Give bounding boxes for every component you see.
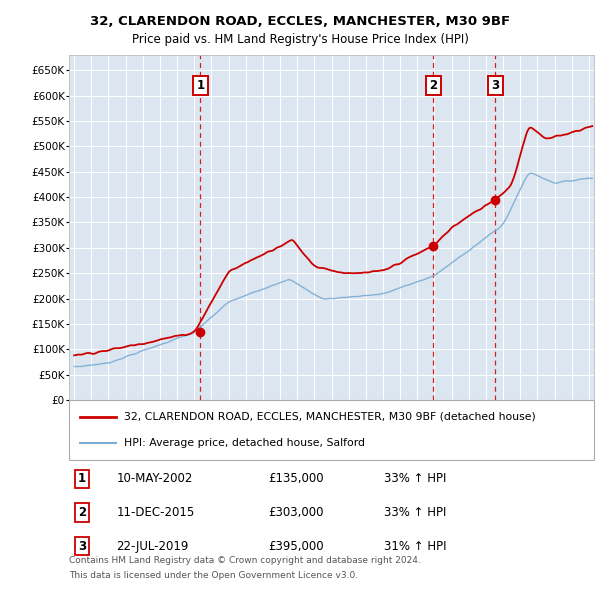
Text: 3: 3 bbox=[491, 79, 499, 92]
Text: 32, CLARENDON ROAD, ECCLES, MANCHESTER, M30 9BF (detached house): 32, CLARENDON ROAD, ECCLES, MANCHESTER, … bbox=[124, 412, 536, 422]
Text: Contains HM Land Registry data © Crown copyright and database right 2024.: Contains HM Land Registry data © Crown c… bbox=[69, 556, 421, 565]
FancyBboxPatch shape bbox=[69, 400, 594, 460]
Text: £135,000: £135,000 bbox=[269, 473, 324, 486]
Text: This data is licensed under the Open Government Licence v3.0.: This data is licensed under the Open Gov… bbox=[69, 571, 358, 580]
Text: Price paid vs. HM Land Registry's House Price Index (HPI): Price paid vs. HM Land Registry's House … bbox=[131, 33, 469, 46]
Text: 22-JUL-2019: 22-JUL-2019 bbox=[116, 540, 188, 553]
Text: 2: 2 bbox=[78, 506, 86, 519]
Text: 3: 3 bbox=[78, 540, 86, 553]
Text: 31% ↑ HPI: 31% ↑ HPI bbox=[384, 540, 446, 553]
Text: 1: 1 bbox=[78, 473, 86, 486]
Text: HPI: Average price, detached house, Salford: HPI: Average price, detached house, Salf… bbox=[124, 438, 365, 448]
Text: 1: 1 bbox=[196, 79, 205, 92]
Text: £303,000: £303,000 bbox=[269, 506, 324, 519]
Text: 33% ↑ HPI: 33% ↑ HPI bbox=[384, 506, 446, 519]
Text: 10-MAY-2002: 10-MAY-2002 bbox=[116, 473, 193, 486]
Text: £395,000: £395,000 bbox=[269, 540, 324, 553]
Text: 2: 2 bbox=[430, 79, 437, 92]
Text: 11-DEC-2015: 11-DEC-2015 bbox=[116, 506, 194, 519]
Text: 32, CLARENDON ROAD, ECCLES, MANCHESTER, M30 9BF: 32, CLARENDON ROAD, ECCLES, MANCHESTER, … bbox=[90, 15, 510, 28]
Text: 33% ↑ HPI: 33% ↑ HPI bbox=[384, 473, 446, 486]
